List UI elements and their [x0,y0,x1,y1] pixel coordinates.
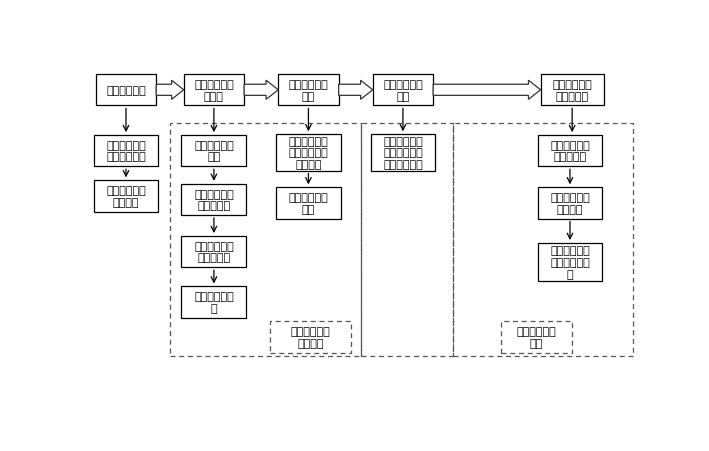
Text: 刚度及阻尼设
计: 刚度及阻尼设 计 [194,292,234,313]
Text: 液压回路系统
仿真模型的建
立及结果分析: 液压回路系统 仿真模型的建 立及结果分析 [383,137,423,170]
Bar [182,287,246,318]
Text: 液压支撑缸中
液压系统回路
总体设计: 液压支撑缸中 液压系统回路 总体设计 [289,137,328,170]
Text: 导向装置力学
分析与仿真研
究: 导向装置力学 分析与仿真研 究 [550,246,590,279]
Bar [537,188,603,219]
Text: 液压支撑缸参
数设计: 液压支撑缸参 数设计 [194,80,234,101]
Text: 液压系统回路
设计: 液压系统回路 设计 [289,80,328,101]
Text: 锁定液压回路
设计总体方案: 锁定液压回路 设计总体方案 [106,141,146,162]
Bar [373,75,433,106]
Bar [278,75,339,106]
Bar [276,188,341,219]
Bar [94,136,158,167]
Bar [182,136,246,167]
Bar [501,322,572,353]
Text: 导向装置设计
与强度分析: 导向装置设计 与强度分析 [552,80,592,101]
Text: 液压系统回路
具体设计: 液压系统回路 具体设计 [291,327,330,348]
Text: 液压回路仿真
分析: 液压回路仿真 分析 [383,80,423,101]
Bar [96,75,156,106]
Bar [170,124,361,356]
Polygon shape [156,81,184,100]
Bar [537,136,603,167]
Bar [94,181,158,212]
Text: 液压支撑缸结
构参数设计: 液压支撑缸结 构参数设计 [194,189,234,211]
Bar [371,135,435,171]
Text: 液压回路原理
设计: 液压回路原理 设计 [194,141,234,162]
Bar [540,75,604,106]
Text: 液压锁定回路
设计: 液压锁定回路 设计 [289,193,328,214]
Text: 导向结构功能
对比与选择: 导向结构功能 对比与选择 [550,141,590,162]
Polygon shape [433,81,540,100]
Text: 导向装置具体
设计: 导向装置具体 设计 [517,327,557,348]
Bar [182,236,246,268]
Bar [454,124,632,356]
Bar [184,75,244,106]
Bar [361,124,454,356]
Text: 气液储能器结
构参数设计: 气液储能器结 构参数设计 [194,241,234,263]
Text: 导向装置设计
总体方案: 导向装置设计 总体方案 [106,186,146,207]
Bar [537,244,603,281]
Polygon shape [339,81,373,100]
Bar [276,135,341,171]
Text: 导向装置详细
结构设计: 导向装置详细 结构设计 [550,193,590,214]
Bar [182,184,246,216]
Text: 整体方案设计: 整体方案设计 [106,86,146,96]
Polygon shape [244,81,278,100]
Bar [270,322,351,353]
